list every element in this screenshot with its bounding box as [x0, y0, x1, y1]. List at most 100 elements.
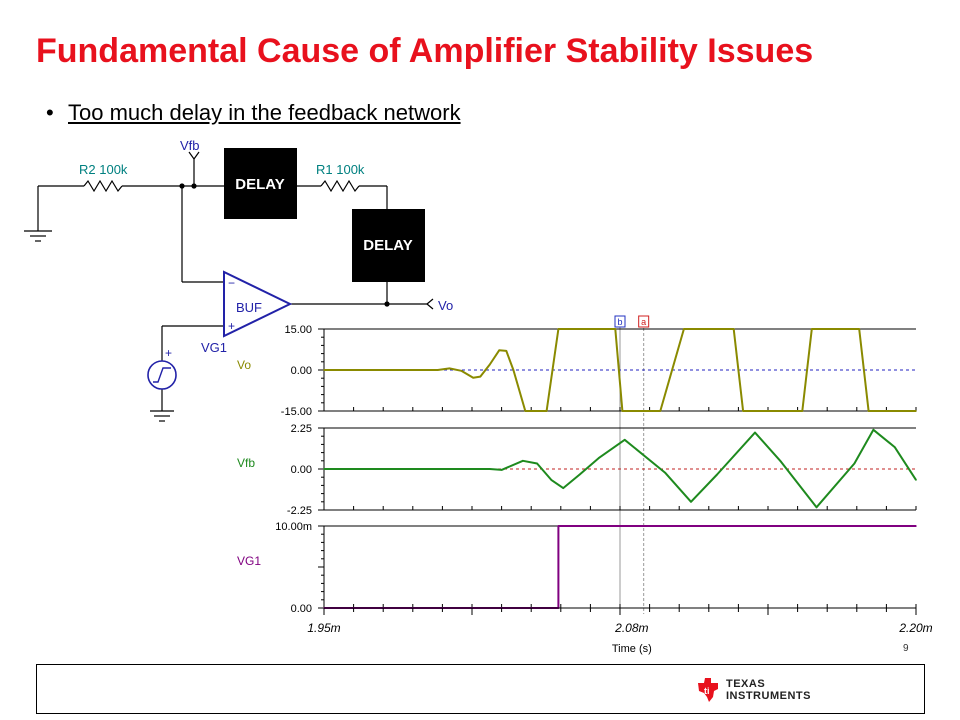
data-point-Vfb	[893, 446, 896, 448]
r2-label: R2 100k	[79, 162, 128, 177]
series-label-Vfb: Vfb	[237, 456, 255, 470]
delay-block-1	[224, 148, 297, 219]
y-tick-label-Vo: 15.00	[284, 324, 312, 336]
data-point-Vo	[621, 410, 624, 412]
vg1-source	[147, 360, 177, 390]
data-point-Vo	[692, 328, 695, 330]
vo-label: Vo	[438, 298, 453, 313]
page-number: 9	[903, 643, 909, 654]
buffer-amplifier	[223, 270, 293, 338]
data-point-Vfb	[597, 457, 600, 459]
data-point-Vo	[512, 369, 515, 371]
junction-dot	[191, 183, 197, 189]
bullet-dot: •	[46, 100, 54, 125]
data-point-Vo	[595, 328, 598, 330]
data-point-Vfb	[500, 469, 503, 471]
y-tick-label-Vfb: -2.25	[287, 505, 312, 517]
svg-text:ti: ti	[704, 686, 710, 696]
texas-instruments-logo: ti TEXAS INSTRUMENTS	[696, 673, 826, 709]
series-label-Vo: Vo	[237, 358, 251, 372]
data-point-Vfb	[853, 462, 856, 465]
resistor-r1	[320, 179, 360, 193]
noninverting-sign: +	[228, 319, 235, 333]
y-tick-label-Vfb: 0.00	[291, 464, 312, 476]
footer-box	[36, 664, 925, 714]
x-tick-label: 2.20m	[898, 621, 932, 635]
y-tick-label-VG1: 0.00	[291, 603, 312, 615]
x-tick-label: 2.08m	[614, 621, 648, 635]
data-point-Vo	[581, 328, 583, 330]
circuit-schematic	[24, 151, 434, 422]
source-plus-sign: +	[165, 346, 172, 360]
data-point-Vfb	[915, 479, 917, 481]
x-tick-label: 1.95m	[307, 621, 340, 635]
data-point-Vo	[635, 410, 638, 412]
data-point-VG1	[557, 525, 560, 527]
data-point-Vo	[505, 350, 508, 352]
data-point-Vo	[479, 375, 482, 378]
data-point-Vfb	[550, 479, 553, 481]
data-point-VG1	[915, 525, 917, 527]
ti-wordmark: TEXAS INSTRUMENTS	[726, 678, 811, 702]
y-tick-label-VG1: 10.00m	[275, 521, 312, 533]
bullet-item: • Too much delay in the feedback network	[46, 100, 461, 126]
data-point-Vfb	[522, 460, 524, 462]
data-point-Vo	[858, 328, 860, 330]
data-point-Vo	[567, 328, 569, 330]
vfb-probe-marker	[188, 151, 200, 161]
y-tick-label-Vo: 0.00	[291, 365, 312, 377]
data-point-Vo	[323, 369, 325, 371]
data-point-Vfb	[716, 473, 718, 476]
cursor-marker-a	[638, 315, 650, 328]
data-point-Vo	[867, 410, 870, 412]
data-point-Vo	[524, 410, 527, 412]
data-point-Vo	[915, 410, 917, 412]
buffer-label: BUF	[236, 300, 262, 315]
data-point-Vo	[683, 328, 685, 330]
data-point-Vo	[472, 376, 475, 379]
data-point-Vo	[659, 410, 662, 412]
y-tick-label-Vo: -15.00	[281, 406, 312, 418]
data-point-Vfb	[578, 473, 581, 476]
resistor-r2	[83, 179, 123, 193]
data-point-Vfb	[489, 468, 491, 470]
data-point-Vo	[436, 369, 439, 371]
data-point-Vfb	[872, 429, 875, 431]
data-point-Vo	[801, 410, 804, 412]
data-point-Vfb	[562, 487, 564, 489]
slide-title: Fundamental Cause of Amplifier Stability…	[36, 32, 814, 70]
junction-dots	[179, 183, 390, 307]
data-point-Vfb	[780, 460, 782, 463]
data-point-Vo	[460, 370, 463, 372]
cursor-marker-b	[614, 315, 626, 328]
data-point-Vfb	[536, 462, 538, 465]
delay-block-2-label: DELAY	[363, 237, 412, 254]
vo-probe-marker	[426, 298, 434, 310]
inverting-sign: −	[228, 276, 235, 290]
series-label-VG1: VG1	[237, 554, 261, 568]
junction-dot	[384, 301, 390, 307]
y-tick-label-Vfb: 2.25	[291, 423, 312, 435]
delay-block-1-label: DELAY	[235, 176, 284, 193]
data-point-Vfb	[690, 501, 692, 503]
data-point-Vfb	[664, 471, 666, 474]
data-point-Vfb	[815, 506, 818, 509]
ti-map-icon: ti	[698, 678, 718, 702]
ti-wordmark-line-2: INSTRUMENTS	[726, 690, 811, 702]
bullet-text: Too much delay in the feedback network	[68, 100, 461, 125]
vg1-label: VG1	[201, 340, 227, 355]
data-point-Vo	[534, 410, 536, 412]
data-point-Vo	[557, 328, 560, 330]
step-waveform-icon	[153, 367, 171, 383]
series-line-Vfb	[324, 428, 917, 509]
data-point-Vo	[614, 328, 617, 330]
data-point-Vfb	[754, 431, 756, 434]
cursor-label-a: a	[641, 317, 646, 327]
cursor-label-b: b	[617, 317, 622, 327]
vfb-label: Vfb	[180, 138, 200, 153]
data-point-Vo	[742, 410, 744, 412]
delay-block-2	[352, 209, 425, 282]
ti-wordmark-line-1: TEXAS	[726, 678, 766, 690]
data-point-Vfb	[623, 439, 626, 441]
